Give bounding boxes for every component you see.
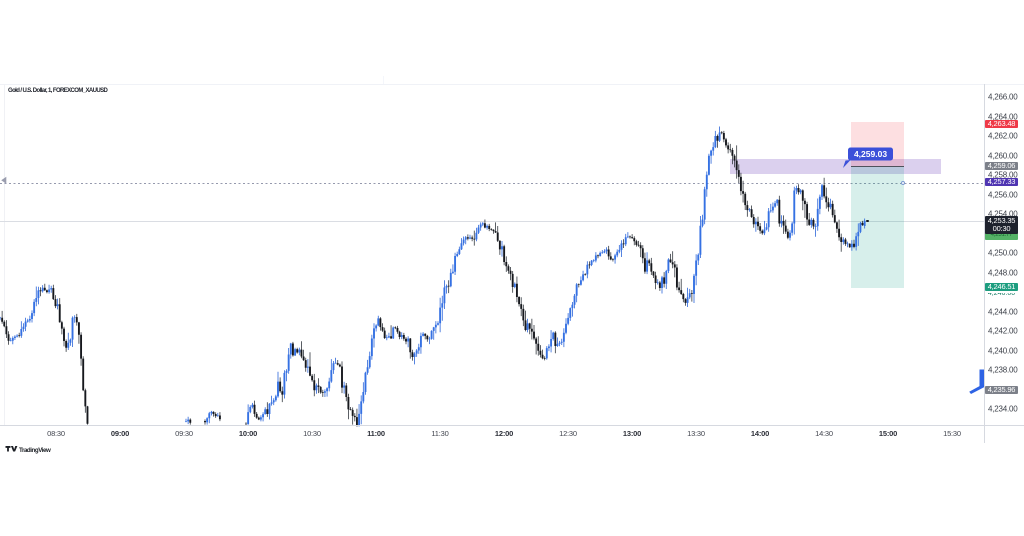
svg-text:4,259.03: 4,259.03	[854, 149, 887, 159]
svg-text:TradingView: TradingView	[19, 447, 51, 454]
